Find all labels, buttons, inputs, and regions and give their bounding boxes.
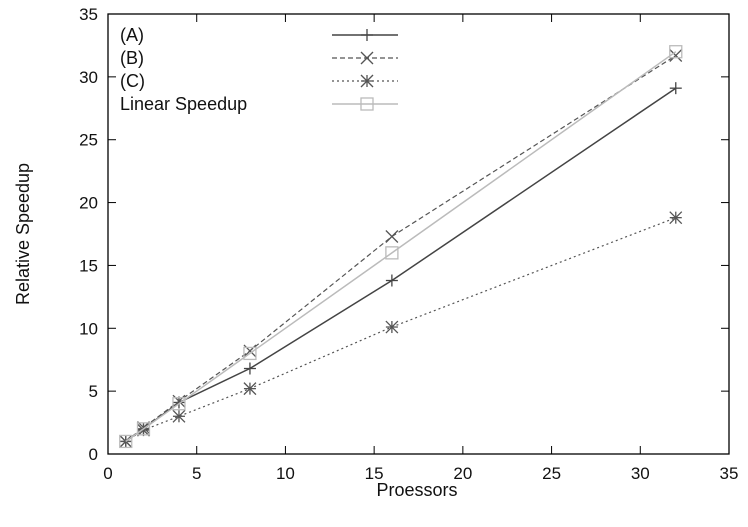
series-line [125, 87, 677, 443]
square-marker [385, 246, 399, 260]
marker-stroke [669, 49, 683, 62]
asterisk-marker [385, 320, 399, 334]
square-marker [172, 397, 186, 411]
square-marker [136, 422, 151, 436]
y-tick-label: 0 [89, 445, 98, 464]
legend-entry: (B) [120, 48, 398, 68]
y-tick-label: 10 [79, 319, 98, 338]
series-line [125, 217, 677, 442]
marker-stroke [385, 230, 399, 243]
y-axis-title: Relative Speedup [13, 163, 33, 305]
y-tick-label: 35 [79, 5, 98, 24]
legend-label: (B) [120, 48, 144, 68]
cross-marker [360, 51, 374, 65]
asterisk-marker [243, 382, 257, 396]
x-tick-label: 25 [542, 464, 561, 483]
square-marker [669, 45, 683, 59]
asterisk-marker [172, 409, 186, 423]
square-marker [243, 346, 257, 361]
x-tick-label: 35 [720, 464, 739, 483]
y-tick-label: 5 [89, 382, 98, 401]
legend-label: Linear Speedup [120, 94, 247, 114]
asterisk-marker [137, 423, 150, 437]
asterisk-marker [669, 211, 683, 225]
plus-marker [385, 274, 398, 287]
series-0 [119, 82, 682, 448]
x-tick-label: 5 [192, 464, 201, 483]
y-tick-label: 25 [79, 131, 98, 150]
x-axis-title: Proessors [376, 480, 457, 500]
cross-marker [385, 230, 399, 243]
x-tick-label: 15 [365, 464, 384, 483]
series-3 [119, 45, 683, 449]
y-tick-label: 20 [79, 194, 98, 213]
legend-entry: (A) [120, 25, 398, 45]
legend-label: (A) [120, 25, 144, 45]
x-tick-label: 30 [631, 464, 650, 483]
plus-marker [243, 362, 256, 375]
plot-frame [107, 13, 730, 455]
plus-marker [669, 82, 682, 95]
square-marker [360, 97, 374, 111]
legend-label: (C) [120, 71, 145, 91]
x-tick-label: 0 [103, 464, 112, 483]
series-2 [119, 211, 683, 448]
y-tick-label: 15 [79, 256, 98, 275]
legend-entry: (C) [120, 71, 398, 91]
marker-stroke [360, 51, 374, 65]
cross-marker [669, 49, 683, 62]
legend-entry: Linear Speedup [120, 94, 398, 114]
plus-marker [361, 29, 373, 41]
series-line [125, 51, 677, 443]
x-tick-label: 10 [276, 464, 295, 483]
y-tick-label: 30 [79, 68, 98, 87]
x-tick-label: 20 [453, 464, 472, 483]
plus-marker [172, 396, 185, 409]
square-marker [119, 434, 133, 449]
asterisk-marker [360, 74, 374, 88]
